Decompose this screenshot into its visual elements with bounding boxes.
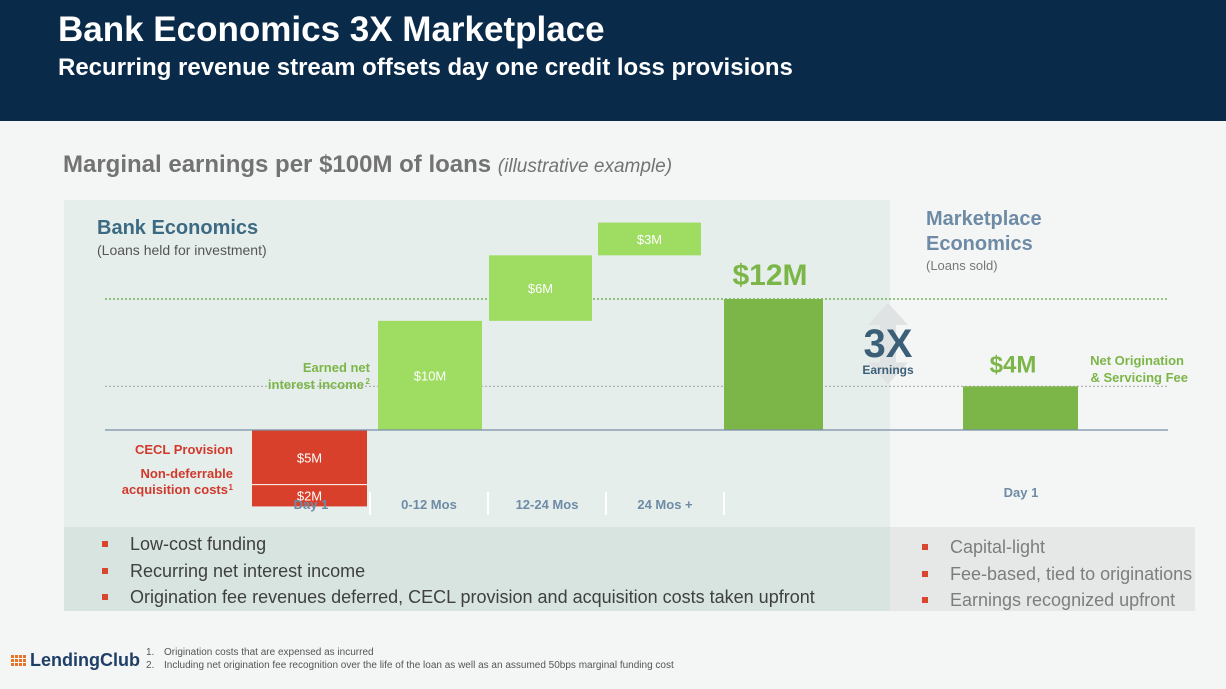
footnote-text: Including net origination fee recognitio… — [164, 660, 674, 671]
marketplace-bullet-2: Fee-based, tied to originations — [920, 561, 1192, 588]
cecl-provision-value-label: $5M — [297, 450, 322, 465]
footnote-text: Origination costs that are expensed as i… — [164, 647, 374, 658]
marketplace-heading-line1: Marketplace — [926, 208, 1042, 230]
marketplace-earnings-bar — [963, 386, 1078, 430]
bank-bullet-3: Origination fee revenues deferred, CECL … — [100, 584, 815, 611]
footnote-2: 2. Including net origination fee recognit… — [146, 659, 674, 672]
acquisition-costs-footnote-ref: 1 — [229, 483, 234, 492]
lendingclub-logo: LendingClub — [11, 650, 140, 671]
marketplace-fee-label-line1: Net Origination — [1090, 353, 1184, 368]
comparison-label: 3X — [864, 322, 913, 366]
marketplace-economics-subheading: (Loans sold) — [926, 258, 998, 273]
bank-bullet-text: Low-cost funding — [130, 534, 267, 554]
net-interest-income-footnote-ref: 2 — [366, 377, 371, 386]
cecl-provision-bar — [252, 430, 367, 485]
footnote-number: 2. — [146, 660, 155, 671]
net-interest-income-bar-2 — [489, 255, 592, 321]
header-banner: Bank Economics 3X Marketplace Recurring … — [0, 0, 1226, 121]
bank-bullet-1: Low-cost funding — [100, 531, 815, 558]
marketplace-bullets-panel — [890, 527, 1195, 611]
bank-economics-subheading: (Loans held for investment) — [97, 242, 267, 258]
section-title-main: Marginal earnings per $100M of loans — [63, 151, 492, 178]
marketplace-earnings-value-label: $4M — [990, 351, 1037, 378]
footnote-number: 1. — [146, 647, 155, 658]
logo-grid-icon — [11, 655, 26, 666]
net-interest-income-label-line2: interest income — [268, 377, 364, 392]
marketplace-heading-line2: Economics — [926, 233, 1033, 255]
section-title: Marginal earnings per $100M of loans (il… — [63, 151, 672, 179]
bank-bullet-list: Low-cost funding Recurring net interest i… — [100, 531, 815, 611]
net-interest-income-bar-3 — [598, 222, 701, 256]
acquisition-costs-label-line1: Non-deferrable — [141, 466, 233, 481]
bank-economics-heading: Bank Economics — [97, 217, 259, 239]
net-interest-income-value-label-1: $10M — [414, 368, 447, 383]
marketplace-economics-heading: Marketplace Economics — [926, 207, 1042, 257]
marketplace-bullet-list: Capital-light Fee-based, tied to originat… — [920, 534, 1192, 614]
bank-bullet-2: Recurring net interest income — [100, 558, 815, 585]
marketplace-bullet-3: Earnings recognized upfront — [920, 587, 1192, 614]
marketplace-bullet-text: Fee-based, tied to originations — [950, 563, 1193, 584]
page-subtitle: Recurring revenue stream offsets day one… — [58, 54, 793, 81]
net-interest-income-value-label-2: $6M — [528, 281, 553, 296]
marketplace-bullet-1: Capital-light — [920, 534, 1192, 561]
category-label-1: Day 1 — [294, 497, 329, 512]
acquisition-costs-bar — [252, 484, 367, 507]
footnotes: 1. Origination costs that are expensed as… — [146, 646, 674, 672]
acquisition-costs-value-label: $2M — [297, 489, 322, 504]
bullet-square-icon — [102, 567, 108, 574]
bullet-square-icon — [102, 594, 108, 601]
logo-text: LendingClub — [30, 650, 140, 670]
bullet-square-icon — [922, 597, 928, 604]
category-label-4: 24 Mos + — [637, 497, 693, 512]
footnote-1: 1. Origination costs that are expensed as… — [146, 646, 674, 659]
acquisition-costs-label-line2: acquisition costs — [122, 482, 228, 497]
cecl-provision-label: CECL Provision — [135, 442, 233, 457]
net-interest-income-label-line1: Earned net — [303, 360, 371, 375]
bullet-square-icon — [102, 541, 108, 548]
section-title-note: (illustrative example) — [497, 156, 673, 177]
marketplace-bullet-text: Earnings recognized upfront — [950, 590, 1176, 610]
bullet-square-icon — [922, 570, 928, 577]
net-interest-income-bar-1 — [378, 320, 482, 430]
total-earnings-bar — [724, 299, 823, 430]
bank-bullet-text: Origination fee revenues deferred, CECL … — [130, 587, 815, 607]
net-interest-income-value-label-3: $3M — [637, 232, 662, 247]
total-earnings-value-label: $12M — [732, 259, 807, 292]
marketplace-bullet-text: Capital-light — [950, 537, 1046, 557]
category-label-3: 12-24 Mos — [516, 497, 579, 512]
marketplace-category-label: Day 1 — [1004, 485, 1039, 500]
comparison-sublabel: Earnings — [862, 363, 914, 377]
category-label-2: 0-12 Mos — [401, 497, 457, 512]
bank-bullet-text: Recurring net interest income — [130, 560, 366, 581]
comparison-arrow-icon — [868, 303, 908, 385]
marketplace-fee-label-line2: & Servicing Fee — [1090, 370, 1188, 385]
page-title: Bank Economics 3X Marketplace — [58, 10, 605, 49]
bank-bullets-panel — [64, 527, 890, 611]
bullet-square-icon — [922, 544, 928, 551]
